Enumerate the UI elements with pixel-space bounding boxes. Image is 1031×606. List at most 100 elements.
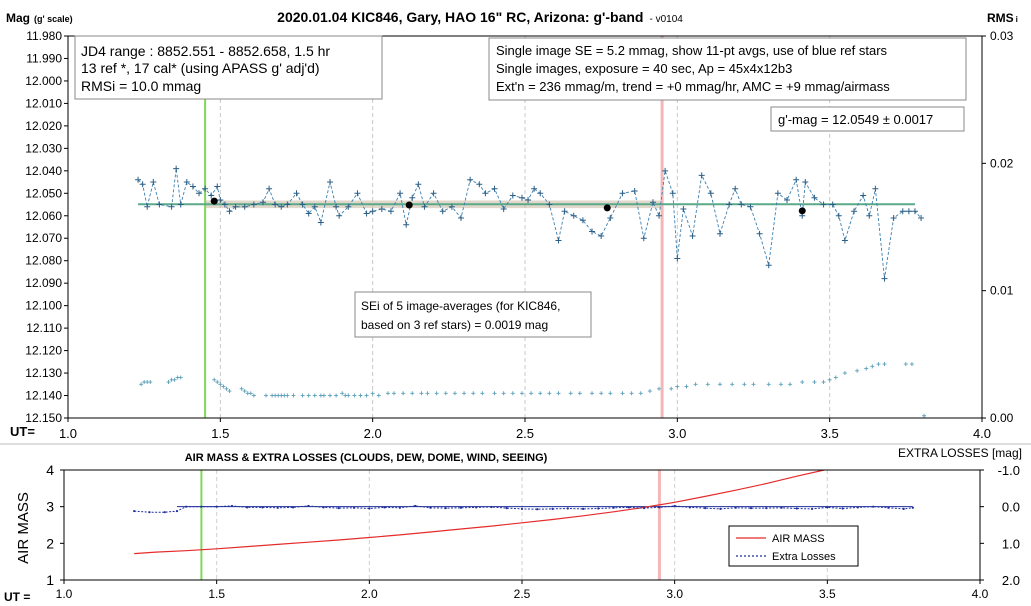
bottom-y2-tick-label: 2.0	[1002, 573, 1020, 588]
data-point	[738, 201, 745, 208]
rms-point	[172, 377, 177, 382]
rms-point	[300, 393, 305, 398]
data-point	[911, 208, 918, 215]
data-point	[305, 210, 312, 217]
extra-losses-point	[246, 506, 249, 509]
extra-losses-point	[719, 507, 722, 510]
rms-point	[480, 391, 485, 396]
extra-losses-point	[734, 506, 737, 509]
rms-point	[717, 382, 722, 387]
data-point	[196, 190, 203, 197]
bottom-x-tick-label: 2.0	[361, 587, 378, 601]
data-point	[369, 208, 376, 215]
rms-point	[340, 391, 345, 396]
data-point	[649, 199, 656, 206]
bottom-series	[133, 469, 914, 555]
data-point	[458, 215, 465, 222]
rms-point	[178, 375, 183, 380]
bottom-x-tick-label: 1.0	[56, 587, 73, 601]
data-point	[415, 181, 422, 188]
x-tick-label: 1.5	[211, 426, 229, 441]
data-point	[208, 192, 215, 199]
data-point	[266, 185, 273, 192]
extra-losses-point	[352, 506, 356, 509]
bottom-x-axis-ticks: 1.0 1.5 2.0 2.5 3.0 3.5 4.0	[56, 580, 989, 601]
rms-point	[224, 386, 229, 391]
extra-losses-point	[475, 506, 478, 509]
extra-losses-point	[704, 507, 707, 510]
extra-losses-point	[505, 507, 508, 510]
rms-point	[638, 391, 643, 396]
legend: AIR MASS Extra Losses	[728, 525, 859, 567]
rms-point	[410, 391, 415, 396]
rms-point	[590, 391, 595, 396]
info-left-line: 13 ref *, 17 cal* (using APASS g' adj'd)	[81, 60, 320, 76]
y-tick-label: 12.110	[26, 321, 62, 335]
data-point	[144, 203, 151, 210]
data-point	[378, 206, 385, 213]
extra-losses-point	[872, 505, 875, 508]
data-point	[881, 275, 888, 282]
y-tick-label: 12.070	[25, 231, 62, 245]
rms-point	[221, 384, 226, 389]
rms-point	[669, 386, 674, 391]
sei-note-line: SEi of 5 image-averages (for KIC846,	[361, 299, 560, 313]
data-point	[793, 176, 800, 183]
rms-point	[291, 393, 296, 398]
rms-point	[425, 391, 430, 396]
average-point	[798, 207, 806, 215]
rms-point	[215, 380, 220, 385]
data-point	[327, 179, 334, 186]
bottom-y-tick-label: 1	[46, 572, 54, 588]
x-tick-label: 2.0	[364, 426, 382, 441]
rms-point	[519, 391, 524, 396]
extra-losses-point	[215, 505, 218, 508]
info-box-right: Single image SE = 5.2 mmag, show 11-pt a…	[488, 37, 967, 101]
data-point	[784, 197, 791, 204]
rms-point	[452, 391, 457, 396]
y-axis-ticks: 11.980 11.990 12.000 12.010 12.020 12.030 12.0…	[25, 29, 68, 425]
data-point	[899, 208, 906, 215]
extra-losses-point	[490, 505, 493, 509]
data-point	[835, 212, 842, 219]
extra-losses-point	[337, 507, 340, 510]
rms-point	[577, 391, 582, 396]
data-point	[756, 230, 763, 237]
rms-point	[401, 391, 406, 396]
average-point	[210, 197, 218, 205]
extra-losses-point	[459, 506, 463, 509]
bottom-x-axis-label: UT =	[4, 590, 30, 604]
y-axis-scale-label: (g' scale)	[34, 14, 73, 24]
rms-point	[352, 393, 357, 398]
rms-point	[742, 382, 747, 387]
rms-point	[492, 391, 497, 396]
bottom-chart-title: AIR MASS & EXTRA LOSSES (CLOUDS, DEW, DO…	[185, 452, 548, 464]
data-point	[707, 190, 714, 197]
extra-losses-point	[185, 505, 188, 508]
data-point	[448, 203, 455, 210]
data-point	[674, 255, 681, 262]
data-point	[765, 262, 772, 269]
rms-point	[599, 391, 604, 396]
legend-item-extra-losses: Extra Losses	[772, 551, 836, 563]
data-point	[345, 203, 352, 210]
y2-tick-label: 0.02	[990, 156, 1014, 170]
rms-point	[239, 386, 244, 391]
data-point	[214, 183, 221, 190]
data-point	[829, 201, 836, 208]
data-point	[317, 219, 324, 226]
data-point	[570, 212, 577, 219]
data-point	[525, 197, 532, 204]
extra-losses-point	[658, 506, 661, 509]
rms-point	[364, 393, 369, 398]
rms-point	[827, 377, 832, 382]
data-point	[439, 208, 446, 215]
legend-item-air-mass: AIR MASS	[772, 533, 825, 545]
data-point	[221, 201, 228, 208]
data-point	[278, 203, 285, 210]
rms-point	[538, 391, 543, 396]
data-point	[139, 181, 146, 188]
data-point	[811, 194, 818, 201]
extra-losses-point	[444, 507, 447, 510]
rms-point	[821, 380, 826, 385]
